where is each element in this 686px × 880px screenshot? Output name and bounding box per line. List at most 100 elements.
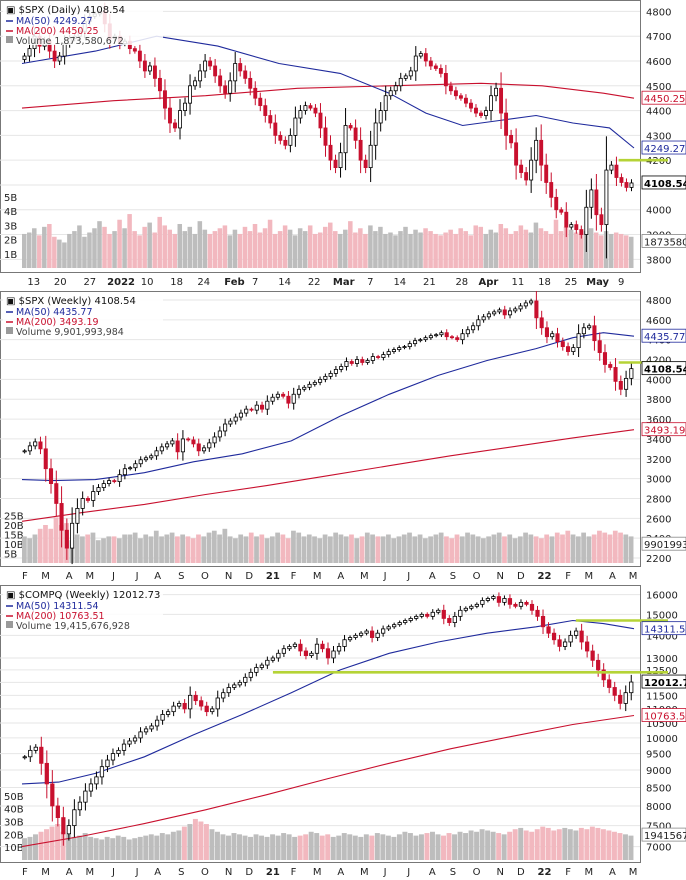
volume-tick-label: 10B (4, 843, 24, 854)
volume-bar (62, 242, 67, 268)
volume-bar (275, 532, 280, 563)
price-tick-label: 4800 (646, 296, 671, 307)
volume-bar (398, 231, 403, 268)
volume-bar (167, 229, 172, 268)
svg-text:4108.54: 4108.54 (644, 179, 686, 190)
volume-bar (352, 835, 358, 860)
candle (414, 614, 419, 621)
volume-bar (383, 233, 388, 268)
volume-bar (325, 834, 331, 860)
legend-swatch (6, 327, 13, 334)
volume-bar (391, 538, 397, 563)
volume-bar (463, 833, 469, 860)
volume-bar (508, 233, 514, 268)
volume-bar (282, 225, 288, 268)
volume-bar (364, 532, 370, 563)
x-tick-label: 13 (27, 277, 40, 288)
candle (217, 426, 222, 442)
volume-bar (302, 231, 308, 268)
candle (370, 353, 375, 364)
candle (363, 154, 368, 174)
volume-bar (330, 836, 336, 860)
volume-bar (453, 233, 458, 268)
candle (449, 335, 455, 340)
volume-bar (227, 235, 233, 268)
candle (208, 56, 213, 71)
candle (453, 86, 458, 100)
candle (436, 608, 441, 615)
volume-bar (43, 525, 48, 563)
volume-bar (217, 534, 222, 563)
x-tick-label: O (473, 867, 481, 878)
volume-bar (408, 233, 413, 268)
legend-swatch (6, 36, 13, 43)
candle (302, 385, 307, 392)
volume-bar (486, 536, 492, 563)
candle (336, 642, 342, 655)
candle (232, 682, 237, 691)
legend-entry: Volume 1,873,580,672 (16, 36, 124, 47)
x-tick-label: S (450, 571, 456, 582)
candle (143, 455, 149, 463)
volume-bar (95, 540, 101, 563)
volume-bar (237, 233, 243, 268)
volume-bar (358, 836, 364, 860)
volume-bar (407, 833, 413, 860)
volume-bar (573, 830, 579, 860)
candle (157, 69, 162, 100)
volume-bar (578, 233, 584, 268)
volume-bar (66, 834, 72, 860)
price-tick-label: 8000 (646, 802, 671, 813)
candle (609, 161, 614, 175)
volume-bar (554, 532, 560, 563)
candle (358, 631, 364, 638)
candle (391, 347, 396, 354)
candle (307, 381, 312, 391)
volume-bar (22, 536, 27, 563)
volume-bar (544, 534, 550, 563)
candle (182, 699, 187, 714)
x-tick-label: 28 (455, 277, 468, 288)
candle (581, 323, 586, 339)
x-tick-label: M (584, 867, 593, 878)
candle (170, 438, 175, 447)
x-tick-label: N (496, 571, 503, 582)
candle (569, 222, 574, 230)
svg-text:9901993: 9901993 (644, 540, 686, 551)
candle (105, 754, 110, 773)
volume-bar (551, 830, 557, 860)
plot-frame (0, 291, 641, 567)
candle (33, 744, 38, 754)
volume-bar (628, 536, 634, 563)
candle (544, 153, 549, 194)
volume-bar (584, 829, 590, 860)
candle (378, 102, 383, 132)
x-tick-label: A (337, 571, 344, 582)
volume-bar (264, 836, 270, 860)
x-tick-label: F (565, 867, 571, 878)
candle (434, 333, 439, 338)
volume-bar (338, 233, 343, 268)
price-tick-label: 13000 (646, 654, 678, 665)
candle (376, 354, 381, 360)
volume-bar (498, 224, 504, 268)
x-tick-label: O (473, 571, 481, 582)
volume-tick-label: 30B (4, 818, 24, 829)
candle (590, 644, 595, 667)
volume-bar (575, 536, 581, 563)
volume-bar (254, 536, 259, 563)
candle (72, 799, 77, 838)
candle (418, 337, 423, 343)
price-tick-label: 3800 (646, 395, 671, 406)
volume-bar (187, 226, 193, 268)
volume-bar (567, 829, 573, 860)
candle (589, 178, 594, 219)
volume-tick-label: 3B (4, 221, 17, 232)
candle (489, 85, 493, 121)
volume-bar (37, 528, 43, 563)
candle (624, 370, 629, 397)
volume-bar (157, 216, 162, 268)
volume-bar (452, 834, 458, 860)
volume-bar (207, 233, 213, 268)
candle (292, 642, 298, 649)
